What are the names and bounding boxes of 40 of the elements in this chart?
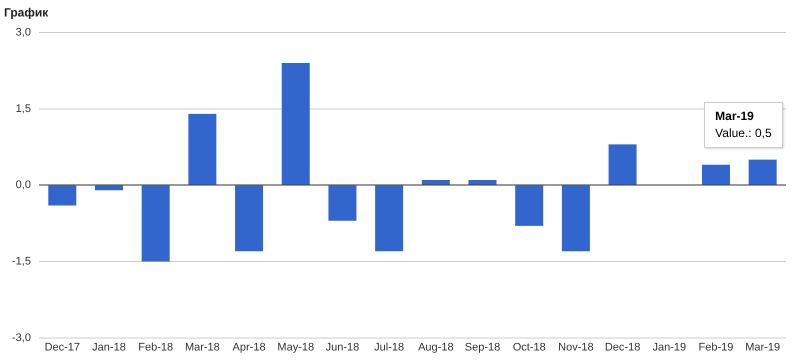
bar: [468, 180, 497, 185]
tooltip-box: Mar-19 Value.: 0,5: [704, 102, 783, 148]
bar: [748, 160, 777, 185]
y-tick-label: -3,0: [12, 332, 31, 344]
x-tick-label: Mar-18: [184, 341, 220, 354]
x-tick-label: Dec-18: [604, 341, 640, 354]
bar: [142, 186, 170, 262]
x-tick-label: Aug-18: [418, 341, 454, 354]
bar: [422, 180, 450, 185]
bar: [94, 186, 123, 190]
y-tick-label: -1,5: [12, 255, 31, 268]
y-tick-label: 3,0: [16, 26, 31, 38]
bar: [562, 186, 590, 252]
x-tick-label: Jun-18: [326, 341, 360, 354]
x-tick-label: Feb-19: [698, 341, 734, 354]
y-tick-label: 0,0: [16, 179, 31, 192]
x-tick-label: Apr-18: [232, 341, 266, 354]
chart-title: График: [4, 6, 50, 20]
x-tick-label: Jan-19: [652, 341, 686, 354]
y-tick-label: 1,5: [16, 102, 31, 115]
x-tick-label: Sep-18: [464, 341, 500, 354]
annotation: Mar-19: [715, 108, 755, 126]
x-tick-label: May-18: [277, 341, 314, 354]
bar: [702, 164, 730, 185]
bar: [328, 186, 356, 221]
bar: [608, 144, 637, 185]
annotation: Value.: 0,5: [715, 125, 772, 142]
x-tick-label: Jan-18: [92, 341, 126, 354]
bar: [515, 186, 544, 226]
bar: [235, 186, 264, 252]
x-tick-label: Oct-18: [512, 341, 546, 354]
x-tick-label: Jul-18: [374, 341, 404, 354]
bar: [48, 186, 76, 206]
x-tick-label: Mar-19: [745, 341, 780, 354]
x-tick-label: Feb-18: [138, 341, 174, 354]
bar: [282, 62, 310, 185]
bar: [375, 186, 404, 252]
x-tick-label: Dec-17: [44, 341, 80, 354]
bar: [188, 114, 216, 185]
x-tick-label: Nov-18: [558, 341, 594, 354]
